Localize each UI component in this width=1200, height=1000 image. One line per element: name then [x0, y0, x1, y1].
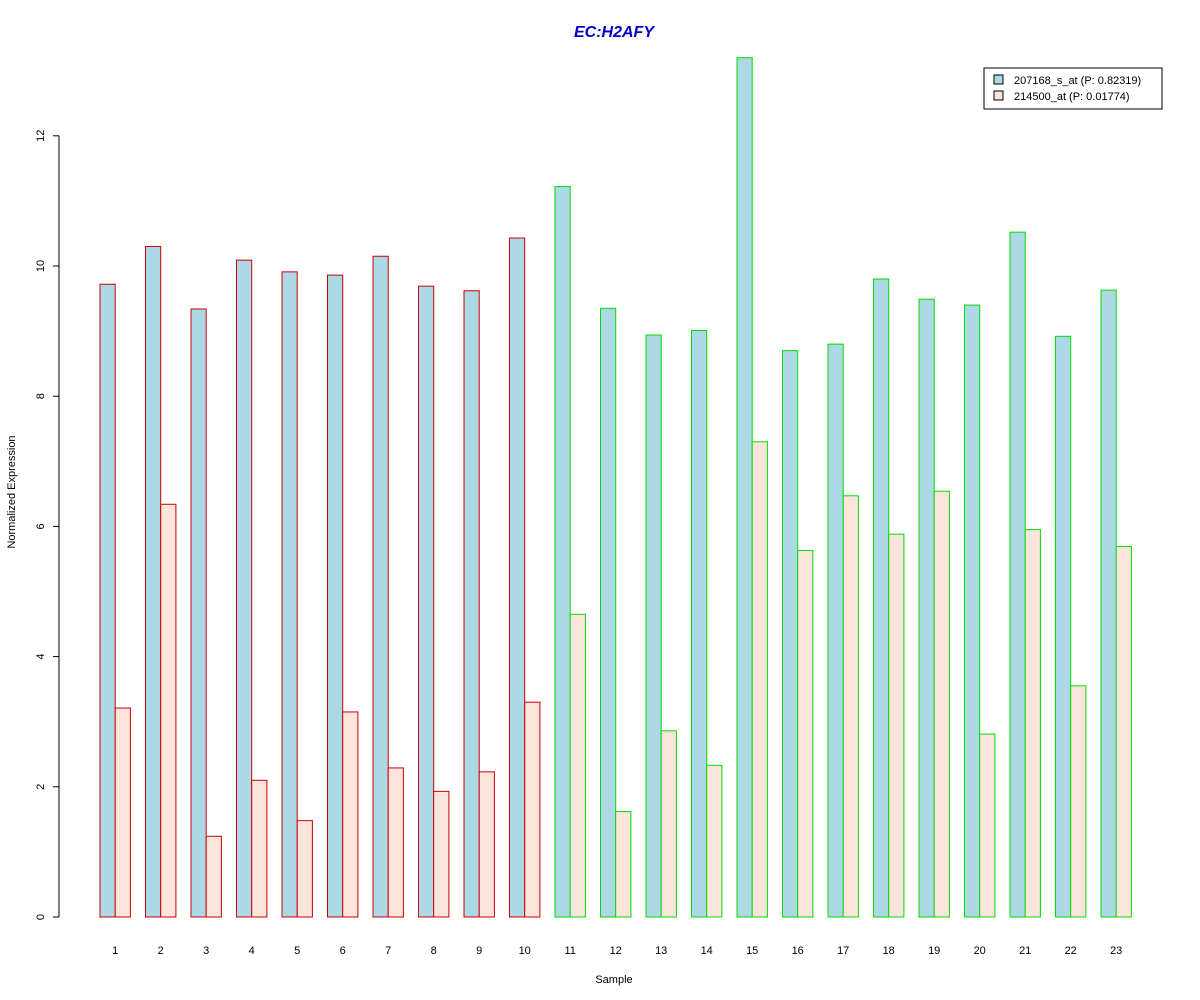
chart-title: EC:H2AFY — [574, 24, 655, 41]
legend-box — [983, 67, 1163, 110]
bar-series2-sample-13 — [660, 730, 677, 918]
bar-series2-sample-15 — [751, 441, 768, 918]
x-axis-label: Sample — [595, 974, 632, 986]
x-tick-label-17: 17 — [837, 945, 849, 957]
bar-series2-sample-4 — [251, 779, 268, 918]
bar-series1-sample-16 — [782, 350, 799, 918]
bar-series1-sample-22 — [1055, 335, 1072, 918]
y-tick-label-4: 4 — [35, 654, 47, 660]
bar-series1-sample-9 — [463, 290, 480, 918]
bar-series1-sample-5 — [281, 271, 298, 918]
y-tick-label-8: 8 — [35, 393, 47, 399]
legend-label-2: 214500_at (P: 0.01774) — [1014, 91, 1130, 103]
x-tick-label-15: 15 — [746, 945, 758, 957]
legend-swatch-1 — [993, 74, 1004, 85]
x-tick-label-6: 6 — [340, 945, 346, 957]
bar-series2-sample-11 — [569, 613, 586, 918]
x-tick-label-8: 8 — [431, 945, 437, 957]
bar-series1-sample-12 — [600, 307, 617, 918]
bar-series2-sample-18 — [888, 533, 905, 918]
legend-swatch-2 — [993, 90, 1004, 101]
x-tick-label-4: 4 — [249, 945, 255, 957]
y-tick-label-2: 2 — [35, 784, 47, 790]
bar-series1-sample-3 — [190, 308, 207, 918]
bar-series1-sample-15 — [736, 57, 753, 918]
legend: 207168_s_at (P: 0.82319) 214500_at (P: 0.… — [983, 67, 1163, 110]
x-tick-label-10: 10 — [519, 945, 531, 957]
x-tick-label-5: 5 — [294, 945, 300, 957]
bar-series2-sample-3 — [205, 835, 222, 918]
bar-series2-sample-5 — [296, 820, 313, 918]
bar-series2-sample-14 — [706, 764, 723, 918]
bar-series2-sample-2 — [160, 503, 177, 918]
bar-series2-sample-22 — [1070, 685, 1087, 918]
bars-layer — [99, 57, 1132, 918]
bar-series2-sample-10 — [524, 701, 541, 918]
bar-series1-sample-20 — [964, 304, 981, 918]
x-tick-label-14: 14 — [701, 945, 713, 957]
bar-series1-sample-10 — [509, 237, 526, 918]
bar-series1-sample-18 — [873, 278, 890, 918]
x-tick-label-21: 21 — [1019, 945, 1031, 957]
x-axis-labels: 1 2 3 4 5 6 7 8 9 10 11 12 13 14 15 16 17 18 19 20 21 22 23 — [112, 945, 1122, 957]
x-tick-label-18: 18 — [883, 945, 895, 957]
bar-series1-sample-13 — [645, 334, 662, 918]
y-tick-label-10: 10 — [35, 260, 47, 272]
bar-series1-sample-7 — [372, 255, 389, 918]
y-tick-label-0: 0 — [35, 914, 47, 920]
bar-series1-sample-11 — [554, 186, 571, 918]
bar-series1-sample-21 — [1009, 231, 1026, 918]
x-tick-label-7: 7 — [385, 945, 391, 957]
bar-series1-sample-17 — [827, 343, 844, 918]
bar-series1-sample-4 — [236, 259, 253, 918]
bar-series1-sample-6 — [327, 274, 344, 918]
x-tick-label-1: 1 — [112, 945, 118, 957]
x-tick-label-23: 23 — [1110, 945, 1122, 957]
x-tick-label-22: 22 — [1065, 945, 1077, 957]
x-tick-label-13: 13 — [655, 945, 667, 957]
x-tick-label-12: 12 — [610, 945, 622, 957]
bar-series1-sample-8 — [418, 285, 435, 918]
x-tick-label-3: 3 — [203, 945, 209, 957]
bar-series2-sample-20 — [979, 733, 996, 918]
bar-series2-sample-16 — [797, 549, 814, 918]
x-tick-label-2: 2 — [158, 945, 164, 957]
bar-series2-sample-8 — [433, 790, 450, 918]
bar-series2-sample-23 — [1115, 546, 1132, 918]
bar-series2-sample-12 — [615, 811, 632, 918]
bar-series2-sample-17 — [842, 495, 859, 918]
y-axis: 0 2 4 6 8 10 12 — [35, 130, 60, 920]
bar-series2-sample-19 — [933, 490, 950, 918]
bar-series1-sample-14 — [691, 329, 708, 918]
x-tick-label-11: 11 — [564, 945, 575, 957]
bar-series1-sample-2 — [145, 245, 162, 918]
x-tick-label-19: 19 — [928, 945, 940, 957]
y-axis-label: Normalized Expression — [6, 435, 18, 548]
bar-series2-sample-9 — [478, 771, 495, 918]
bar-series2-sample-7 — [387, 767, 404, 918]
bar-series2-sample-6 — [342, 711, 359, 918]
bar-series1-sample-23 — [1100, 289, 1117, 918]
bar-series1-sample-19 — [918, 298, 935, 918]
legend-label-1: 207168_s_at (P: 0.82319) — [1014, 75, 1141, 87]
x-tick-label-20: 20 — [974, 945, 986, 957]
y-tick-label-6: 6 — [35, 523, 47, 529]
bar-series1-sample-1 — [99, 283, 116, 918]
bar-series2-sample-21 — [1024, 529, 1041, 918]
x-tick-label-16: 16 — [792, 945, 804, 957]
bar-series2-sample-1 — [114, 707, 131, 918]
x-tick-label-9: 9 — [476, 945, 482, 957]
y-tick-label-12: 12 — [35, 130, 47, 142]
